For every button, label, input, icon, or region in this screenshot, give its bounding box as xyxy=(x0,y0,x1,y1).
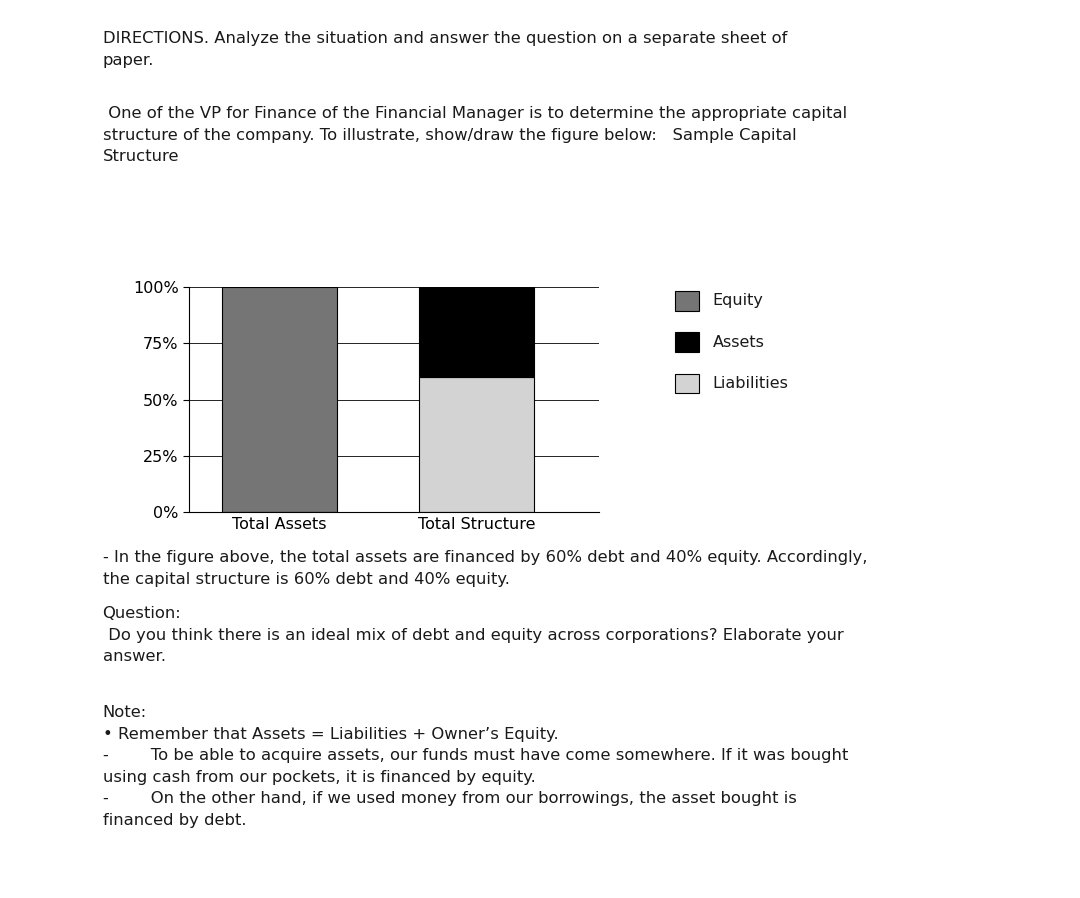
Bar xyxy=(419,287,534,377)
Text: Assets: Assets xyxy=(713,335,765,349)
Text: One of the VP for Finance of the Financial Manager is to determine the appropria: One of the VP for Finance of the Financi… xyxy=(103,106,847,164)
Bar xyxy=(221,287,337,512)
Text: Note:
• Remember that Assets = Liabilities + Owner’s Equity.
-        To be able: Note: • Remember that Assets = Liabiliti… xyxy=(103,705,848,828)
Bar xyxy=(419,377,534,512)
Text: Question:
 Do you think there is an ideal mix of debt and equity across corporat: Question: Do you think there is an ideal… xyxy=(103,606,843,665)
Text: DIRECTIONS. Analyze the situation and answer the question on a separate sheet of: DIRECTIONS. Analyze the situation and an… xyxy=(103,31,787,68)
Text: Equity: Equity xyxy=(713,294,764,308)
Text: - In the figure above, the total assets are financed by 60% debt and 40% equity.: - In the figure above, the total assets … xyxy=(103,550,867,587)
Text: Liabilities: Liabilities xyxy=(713,376,788,391)
